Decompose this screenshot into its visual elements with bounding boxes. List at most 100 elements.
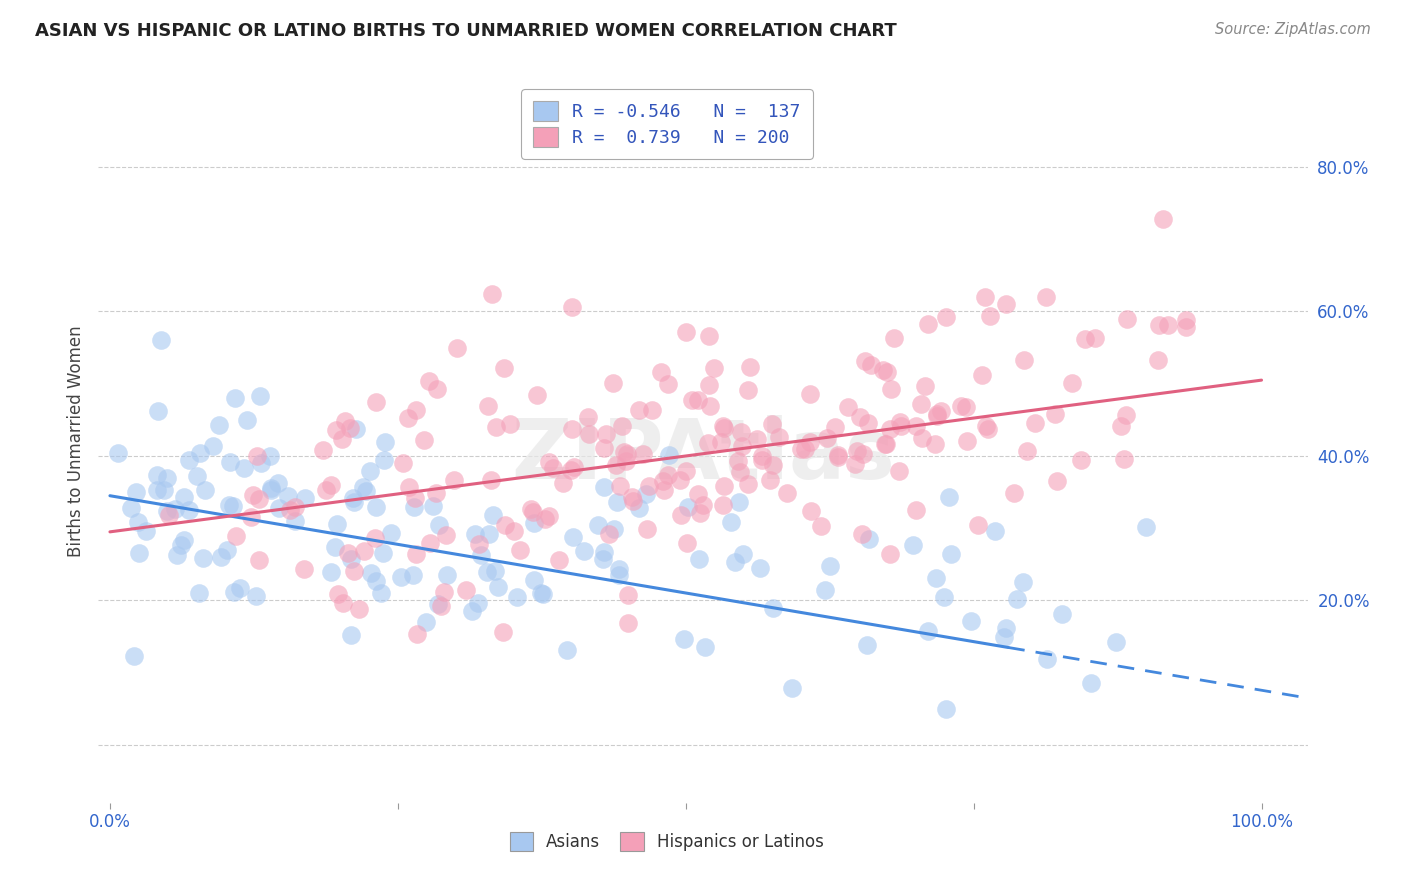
Point (194, 483, 217, 497)
Point (927, 409, 949, 423)
Point (852, 447, 875, 461)
Point (1152, 212, 1174, 227)
Point (481, 287, 503, 301)
Point (326, 587, 349, 601)
Point (509, 543, 531, 558)
Point (1073, 332, 1095, 346)
Legend: Asians, Hispanics or Latinos: Asians, Hispanics or Latinos (501, 824, 832, 860)
Point (201, 439, 224, 453)
Point (526, 388, 548, 402)
Point (614, 454, 637, 468)
Point (876, 365, 898, 379)
Point (889, 415, 911, 429)
Point (485, 420, 508, 434)
Point (824, 420, 846, 434)
Point (938, 490, 960, 504)
Point (652, 483, 675, 497)
Point (1070, 453, 1092, 467)
Point (932, 590, 955, 604)
Point (560, 463, 582, 477)
Point (360, 566, 382, 580)
Point (495, 517, 517, 532)
Point (523, 573, 546, 587)
Point (1012, 353, 1035, 368)
Point (247, 553, 270, 567)
Point (1060, 376, 1083, 391)
Point (737, 477, 759, 491)
Point (354, 484, 377, 499)
Point (169, 538, 191, 552)
Point (723, 555, 745, 569)
Point (215, 543, 238, 558)
Point (605, 458, 627, 472)
Point (156, 503, 179, 517)
Point (330, 432, 353, 446)
Point (950, 399, 973, 413)
Point (887, 464, 910, 478)
Point (873, 436, 896, 450)
Point (173, 533, 195, 547)
Point (267, 501, 290, 516)
Point (177, 453, 200, 467)
Point (815, 431, 838, 445)
Point (364, 531, 387, 545)
Point (492, 361, 515, 376)
Point (603, 522, 626, 536)
Point (976, 422, 998, 436)
Point (312, 443, 335, 458)
Point (499, 417, 522, 431)
Point (607, 568, 630, 582)
Point (548, 553, 571, 567)
Point (315, 483, 337, 498)
Point (693, 640, 716, 655)
Point (443, 473, 465, 487)
Point (688, 551, 710, 566)
Point (924, 437, 946, 451)
Point (657, 376, 679, 391)
Point (738, 359, 761, 374)
Point (846, 444, 869, 458)
Point (686, 392, 709, 407)
Point (641, 402, 664, 417)
Point (484, 565, 506, 579)
Point (209, 549, 232, 564)
Point (344, 422, 367, 436)
Point (523, 516, 546, 530)
Point (208, 418, 231, 433)
Point (730, 425, 752, 439)
Point (374, 434, 396, 449)
Point (595, 426, 617, 441)
Point (727, 454, 749, 468)
Point (402, 500, 425, 515)
Point (434, 527, 457, 541)
Point (352, 480, 374, 494)
Point (800, 504, 823, 518)
Point (277, 489, 299, 503)
Point (710, 435, 733, 450)
Point (246, 449, 269, 463)
Point (675, 325, 697, 339)
Point (1115, 408, 1137, 422)
Point (219, 455, 242, 469)
Point (224, 391, 246, 405)
Point (669, 508, 692, 522)
Point (688, 487, 710, 501)
Point (326, 516, 349, 531)
Point (343, 495, 366, 509)
Point (343, 564, 366, 578)
Point (586, 518, 609, 533)
Point (325, 424, 347, 438)
Point (859, 358, 882, 372)
Point (676, 535, 699, 549)
Point (538, 455, 561, 469)
Point (617, 588, 640, 602)
Point (616, 447, 638, 461)
Point (960, 614, 983, 628)
Point (396, 410, 419, 425)
Point (762, 600, 785, 615)
Point (751, 453, 773, 467)
Point (561, 301, 583, 315)
Point (406, 627, 429, 641)
Point (249, 389, 271, 403)
Point (974, 419, 997, 434)
